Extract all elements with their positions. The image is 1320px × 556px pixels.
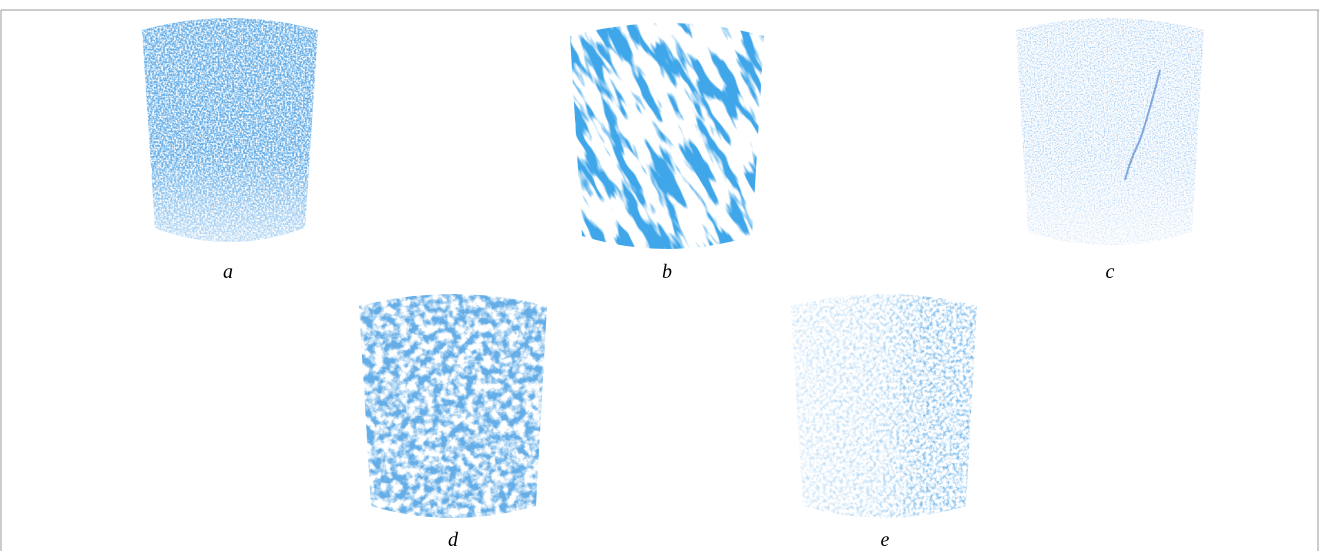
page: a b c d e (() => { const data = JSON.par… bbox=[0, 0, 1320, 551]
render-c bbox=[1005, 0, 1215, 265]
panel-label: c bbox=[1106, 261, 1115, 283]
panel-label: b bbox=[662, 261, 672, 283]
render-d bbox=[350, 280, 555, 535]
panel-label: d bbox=[448, 529, 459, 551]
render-a bbox=[130, 0, 330, 260]
figure: a b c d e bbox=[0, 0, 1320, 551]
panel-label: a bbox=[223, 261, 233, 283]
render-e bbox=[780, 280, 985, 535]
panel-label: e bbox=[881, 529, 890, 551]
